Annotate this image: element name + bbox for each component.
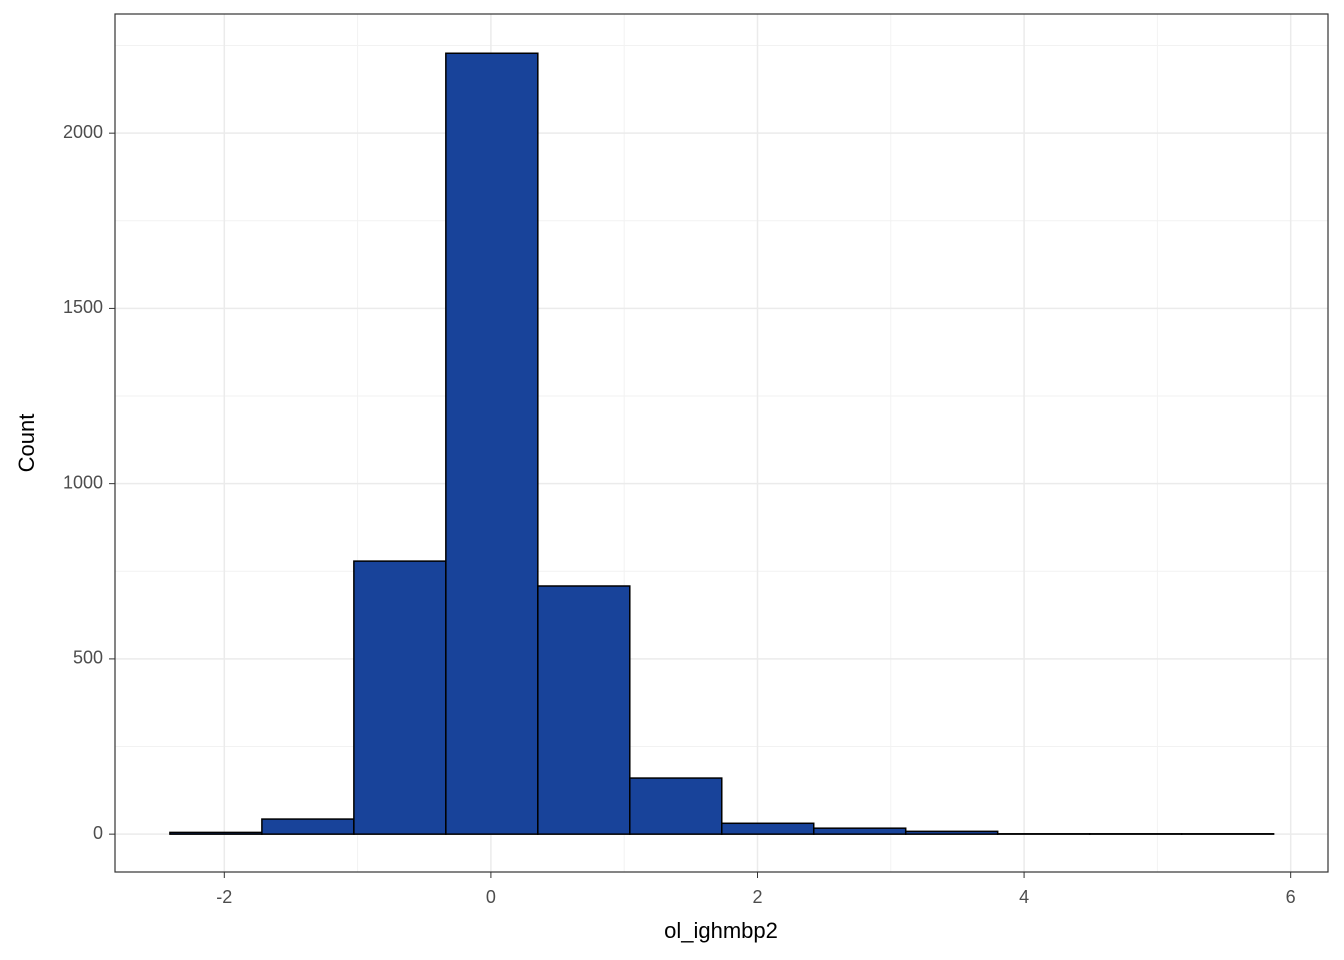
bar <box>812 827 907 835</box>
x-axis-title: ol_ighmbp2 <box>664 918 778 943</box>
plot-border <box>114 13 1329 873</box>
bar <box>537 585 631 835</box>
y-tick-label: 0 <box>93 823 103 843</box>
bar <box>904 830 999 835</box>
bar <box>721 822 815 835</box>
y-tick-label: 1000 <box>63 472 103 492</box>
bar <box>353 560 447 835</box>
plot-background <box>115 14 1328 872</box>
x-tick-label: 4 <box>1019 887 1029 907</box>
x-tick-label: -2 <box>216 887 232 907</box>
x-tick-label: 2 <box>752 887 762 907</box>
bar <box>169 831 263 835</box>
bar <box>629 777 723 835</box>
y-tick-label: 500 <box>73 648 103 668</box>
y-tick-label: 1500 <box>63 297 103 317</box>
x-tick-label: 6 <box>1286 887 1296 907</box>
y-tick-label: 2000 <box>63 122 103 142</box>
y-axis-title: Count <box>14 414 39 473</box>
x-tick-label: 0 <box>486 887 496 907</box>
bar <box>445 52 539 835</box>
bar <box>261 818 355 835</box>
